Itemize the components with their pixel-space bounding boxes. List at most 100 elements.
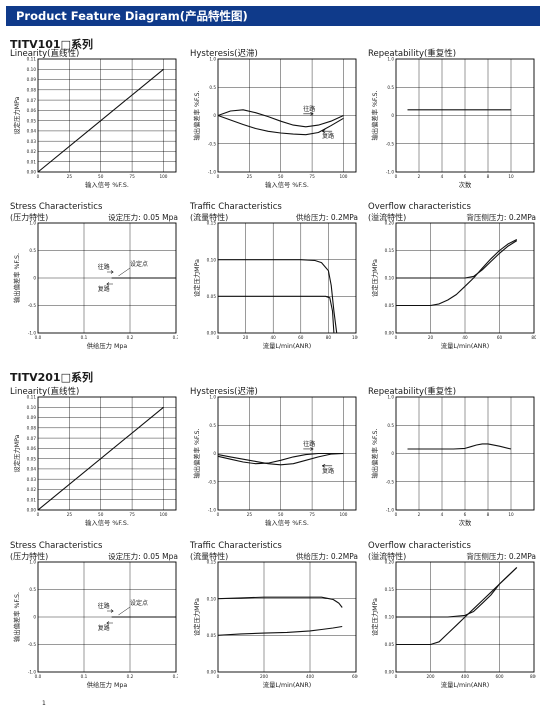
x-tick-label: 600: [352, 674, 358, 679]
plot-frame: [217, 222, 357, 334]
y-tick-label: -0.5: [386, 479, 395, 484]
x-tick-label: 0: [37, 174, 40, 179]
chart-svg: 0.00 0.05 0.10 0.15 0.20 0 20 40 60 80 流量L/min(ANR…: [370, 221, 536, 350]
series-line: [37, 406, 164, 511]
page-header-bar: Product Feature Diagram(产品特性图): [6, 6, 540, 26]
annotation-label: 往路: [98, 263, 110, 271]
y-tick-label: 0.05: [385, 642, 395, 647]
x-tick-label: 75: [309, 174, 315, 179]
chart-title: Stress Characteristics: [10, 541, 103, 551]
chart-svg: -1.0 -0.5 0 0.5 1.0 0 2 4 6 8 10 次数 输出偏差率 %F.S.: [370, 395, 535, 527]
chart-subtitle: (溢流特性): [368, 213, 407, 222]
y-tick-label: 0.00: [207, 331, 217, 336]
x-tick-label: 6: [464, 174, 467, 179]
x-tick-label: 60: [298, 335, 304, 340]
y-axis-label: 设定压力MPa: [370, 598, 379, 636]
y-tick-label: 0.10: [27, 405, 37, 410]
x-tick-label: 0.2: [127, 335, 134, 340]
chart-title: Linearity(直线性): [10, 387, 80, 397]
y-tick-label: 0.05: [27, 118, 37, 123]
chart-svg: -1.0 -0.5 0 0.5 1.0 0 25 50 75 100 输入信号 %F.S. 输出偏差率…: [192, 395, 357, 527]
y-tick-label: 0.5: [209, 85, 216, 90]
y-tick-label: 0.5: [29, 587, 36, 592]
annotation-label: 复路: [98, 285, 110, 293]
x-tick-label: 2: [418, 174, 421, 179]
x-tick-label: 50: [278, 512, 284, 517]
x-axis-label: 输入信号 %F.S.: [265, 518, 309, 527]
x-tick-label: 600: [496, 674, 504, 679]
y-tick-label: -0.5: [28, 303, 37, 308]
chart-hysteresis-titv101: Hysteresis(迟滞) -1.0 -0.5 0 0.5 1.0 0 25 50 75 100…: [190, 47, 358, 207]
y-axis-label: 输出偏差率 %F.S.: [370, 428, 379, 478]
y-tick-label: 0: [213, 113, 216, 118]
x-tick-label: 200: [427, 674, 435, 679]
y-tick-label: 0.15: [385, 248, 395, 253]
x-tick-label: 0.3: [173, 335, 178, 340]
x-tick-label: 0: [395, 174, 398, 179]
y-tick-label: 0.07: [27, 436, 37, 441]
y-tick-label: 0.03: [27, 139, 37, 144]
y-tick-label: 0.05: [207, 294, 217, 299]
y-axis-label: 输出偏差率 %F.S.: [192, 90, 201, 140]
y-tick-label: 0: [33, 615, 36, 620]
y-tick-label: -0.5: [208, 141, 217, 146]
annotation-arrow: [321, 129, 333, 133]
y-tick-label: 1.0: [387, 57, 394, 62]
x-axis-label: 次数: [459, 518, 472, 527]
x-tick-label: 8: [487, 512, 490, 517]
y-tick-label: 0.05: [385, 303, 395, 308]
x-tick-label: 60: [497, 335, 503, 340]
y-tick-label: -1.0: [386, 170, 395, 175]
y-tick-label: 0.02: [27, 149, 37, 154]
x-tick-label: 50: [98, 512, 104, 517]
y-tick-label: 0.20: [385, 560, 395, 565]
chart-svg: -1.0 -0.5 0 0.5 1.0 0.0 0.1 0.2 0.3 供给压力 Mpa 输出偏差率…: [12, 560, 178, 689]
chart-title: Repeatability(重复性): [368, 49, 457, 59]
y-tick-label: 0.00: [385, 670, 395, 675]
chart-traffic-titv201: Traffic Characteristics (流量特性) 供给压力: 0.2…: [190, 541, 358, 701]
y-tick-label: 0.5: [209, 423, 216, 428]
x-tick-label: 25: [247, 174, 253, 179]
y-tick-label: 0.06: [27, 446, 37, 451]
y-tick-label: 0.15: [207, 221, 217, 226]
page-header-title: Product Feature Diagram(产品特性图): [16, 9, 248, 23]
annotation-arrow: [106, 282, 113, 286]
chart-title: Traffic Characteristics: [190, 202, 282, 212]
x-axis-label: 流量L/min(ANR): [263, 680, 311, 689]
chart-subtitle: (溢流特性): [368, 552, 407, 561]
annotation-arrow: [321, 464, 333, 468]
chart-title: Linearity(直线性): [10, 49, 80, 59]
x-tick-label: 0: [217, 174, 220, 179]
x-tick-label: 100: [159, 512, 167, 517]
x-axis-label: 输入信号 %F.S.: [85, 518, 129, 527]
series-line: [396, 239, 518, 307]
x-tick-label: 0: [395, 512, 398, 517]
x-tick-label: 50: [98, 174, 104, 179]
y-tick-label: 0.08: [27, 88, 37, 93]
annotation-arrow: [303, 112, 314, 116]
chart-title: Overflow characteristics: [368, 202, 471, 212]
x-tick-label: 100: [339, 174, 347, 179]
chart-repeatability-titv101: Repeatability(重复性) -1.0 -0.5 0 0.5 1.0 0 2 4 6 8 1…: [368, 47, 536, 207]
chart-linearity-titv201: Linearity(直线性) 0.00 0.01 0.02 0.03 0.04 0.05 0…: [10, 385, 178, 545]
x-tick-label: 0.3: [173, 674, 178, 679]
chart-condition: 设定压力: 0.05 Mpa: [108, 552, 178, 561]
y-tick-label: 0.11: [27, 395, 37, 400]
chart-subtitle: (流量特性): [190, 213, 229, 222]
series-line: [217, 109, 344, 128]
chart-svg: -1.0 -0.5 0 0.5 1.0 0.0 0.1 0.2 0.3 供给压力 Mpa 输出偏差率…: [12, 221, 178, 350]
y-tick-label: 0.09: [27, 415, 37, 420]
chart-stress-titv201: Stress Characteristics (压力特性) 设定压力: 0.05…: [10, 541, 178, 701]
y-tick-label: 0: [33, 276, 36, 281]
x-tick-label: 4: [441, 512, 444, 517]
series-line: [407, 443, 512, 450]
annotation-arrow: [303, 447, 314, 451]
series-line: [217, 114, 344, 136]
chart-stress-titv101: Stress Characteristics (压力特性) 设定压力: 0.05…: [10, 202, 178, 362]
x-tick-label: 20: [428, 335, 434, 340]
y-axis-label: 设定压力MPa: [192, 259, 201, 297]
y-tick-label: 1.0: [209, 57, 216, 62]
x-tick-label: 75: [309, 512, 315, 517]
chart-traffic-titv101: Traffic Characteristics (流量特性) 供给压力: 0.2…: [190, 202, 358, 362]
chart-condition: 供给压力: 0.2MPa: [295, 552, 358, 561]
